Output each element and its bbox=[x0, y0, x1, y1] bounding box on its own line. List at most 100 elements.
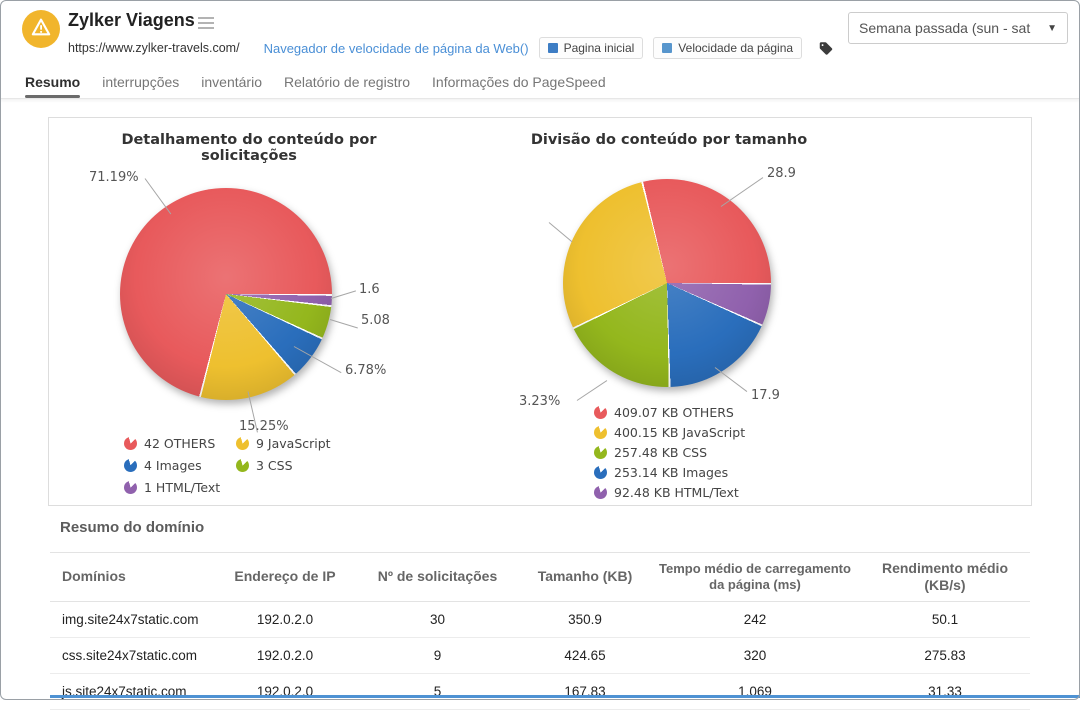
callout-line bbox=[331, 290, 356, 299]
cell-size: 167.83 bbox=[520, 673, 650, 709]
legend-item[interactable]: 92.48 KB HTML/Text bbox=[594, 485, 745, 500]
table-row: css.site24x7static.com 192.0.2.0 9 424.6… bbox=[50, 637, 1030, 673]
legend-label: 42 OTHERS bbox=[144, 436, 215, 451]
pie-slice-icon bbox=[594, 446, 607, 459]
menu-icon[interactable] bbox=[198, 17, 214, 29]
legend-item[interactable]: 3 CSS bbox=[236, 458, 376, 473]
tab-informacoes-pagespeed[interactable]: Informações do PageSpeed bbox=[432, 66, 606, 98]
monitor-warning-avatar bbox=[22, 10, 60, 48]
legend-item[interactable]: 409.07 KB OTHERS bbox=[594, 405, 745, 420]
cell-load-time: 1,069 bbox=[650, 673, 860, 709]
badge-velocidade-pagina[interactable]: Velocidade da página bbox=[653, 37, 802, 59]
pie-chart-size[interactable] bbox=[563, 179, 771, 387]
table-header-row: Domínios Endereço de IP Nº de solicitaçõ… bbox=[50, 553, 1030, 602]
chevron-down-icon: ▼ bbox=[1047, 23, 1057, 34]
blue-square-icon bbox=[548, 43, 558, 53]
legend-label: 253.14 KB Images bbox=[614, 465, 728, 480]
pie-slice-icon bbox=[236, 437, 249, 450]
callout-line bbox=[145, 178, 172, 214]
cell-domain: js.site24x7static.com bbox=[50, 673, 215, 709]
col-tamanho-kb: Tamanho (KB) bbox=[520, 553, 650, 602]
callout-label: 17.9 bbox=[751, 388, 780, 403]
blue-square-icon bbox=[662, 43, 672, 53]
col-num-solicitacoes: Nº de solicitações bbox=[355, 553, 520, 602]
legend-item[interactable]: 42 OTHERS bbox=[124, 436, 236, 451]
tab-inventario[interactable]: inventário bbox=[201, 66, 262, 98]
callout-label: 15.25% bbox=[239, 419, 289, 434]
legend-item[interactable]: 1 HTML/Text bbox=[124, 480, 236, 495]
cell-throughput: 31.33 bbox=[860, 673, 1030, 709]
scroll-cutoff-row-edge bbox=[50, 695, 1080, 698]
chart-title-size: Divisão do conteúdo por tamanho bbox=[529, 132, 809, 148]
cell-ip: 192.0.2.0 bbox=[215, 601, 355, 637]
badge-label: Velocidade da página bbox=[678, 41, 793, 55]
cell-requests: 5 bbox=[355, 673, 520, 709]
monitor-url: https://www.zylker-travels.com/ bbox=[68, 41, 240, 55]
legend-label: 409.07 KB OTHERS bbox=[614, 405, 734, 420]
callout-label: 1.6 bbox=[359, 282, 380, 297]
callout-line bbox=[715, 367, 748, 392]
pie-chart-requests[interactable] bbox=[120, 188, 332, 400]
callout-line bbox=[577, 380, 608, 401]
cell-load-time: 242 bbox=[650, 601, 860, 637]
legend-size: 409.07 KB OTHERS 400.15 KB JavaScript 25… bbox=[594, 405, 745, 500]
col-tempo-medio: Tempo médio de carregamento da página (m… bbox=[650, 553, 860, 602]
callout-label: 28.9 bbox=[767, 166, 796, 181]
badge-pagina-inicial[interactable]: Pagina inicial bbox=[539, 37, 644, 59]
legend-label: 1 HTML/Text bbox=[144, 480, 220, 495]
callout-line bbox=[330, 319, 358, 328]
period-dropdown-value: Semana passada (sun - sat bbox=[859, 20, 1047, 36]
callout-label: 6.78% bbox=[345, 363, 386, 378]
tag-icon[interactable] bbox=[818, 41, 834, 56]
cell-throughput: 275.83 bbox=[860, 637, 1030, 673]
cell-ip: 192.0.2.0 bbox=[215, 673, 355, 709]
callout-label: 71.19% bbox=[89, 170, 139, 185]
tab-relatorio-de-registro[interactable]: Relatório de registro bbox=[284, 66, 410, 98]
charts-panel: Detalhamento do conteúdo por solicitaçõe… bbox=[48, 117, 1032, 506]
legend-item[interactable]: 400.15 KB JavaScript bbox=[594, 425, 745, 440]
tab-bar: Resumo interrupções inventário Relatório… bbox=[0, 66, 1080, 99]
legend-label: 92.48 KB HTML/Text bbox=[614, 485, 739, 500]
legend-label: 400.15 KB JavaScript bbox=[614, 425, 745, 440]
pie-slice-icon bbox=[594, 486, 607, 499]
tab-interrupcoes[interactable]: interrupções bbox=[102, 66, 179, 98]
pie-slice-icon bbox=[124, 459, 137, 472]
chart-title-requests: Detalhamento do conteúdo por solicitaçõe… bbox=[79, 132, 419, 164]
cell-load-time: 320 bbox=[650, 637, 860, 673]
callout-line bbox=[721, 177, 764, 207]
legend-item[interactable]: 253.14 KB Images bbox=[594, 465, 745, 480]
col-rendimento-medio: Rendimento médio (KB/s) bbox=[860, 553, 1030, 602]
pie-slice-icon bbox=[594, 426, 607, 439]
period-dropdown[interactable]: Semana passada (sun - sat ▼ bbox=[848, 12, 1068, 44]
legend-requests: 42 OTHERS 9 JavaScript 4 Images 3 CSS 1 … bbox=[124, 436, 376, 495]
cell-size: 424.65 bbox=[520, 637, 650, 673]
cell-requests: 9 bbox=[355, 637, 520, 673]
table-row: img.site24x7static.com 192.0.2.0 30 350.… bbox=[50, 601, 1030, 637]
cell-size: 350.9 bbox=[520, 601, 650, 637]
pie-slice-icon bbox=[594, 466, 607, 479]
page-title: Zylker Viagens bbox=[68, 10, 195, 31]
col-endereco-ip: Endereço de IP bbox=[215, 553, 355, 602]
tab-resumo[interactable]: Resumo bbox=[25, 66, 80, 98]
table-row: js.site24x7static.com 192.0.2.0 5 167.83… bbox=[50, 673, 1030, 709]
legend-label: 3 CSS bbox=[256, 458, 293, 473]
pie-slice-icon bbox=[124, 481, 137, 494]
cell-throughput: 50.1 bbox=[860, 601, 1030, 637]
legend-label: 257.48 KB CSS bbox=[614, 445, 707, 460]
web-page-speed-link[interactable]: Navegador de velocidade de página da Web… bbox=[264, 41, 529, 56]
pie-slice-icon bbox=[594, 406, 607, 419]
warning-triangle-icon bbox=[31, 18, 51, 41]
cell-ip: 192.0.2.0 bbox=[215, 637, 355, 673]
legend-item[interactable]: 4 Images bbox=[124, 458, 236, 473]
badge-label: Pagina inicial bbox=[564, 41, 635, 55]
pie-slice-icon bbox=[124, 437, 137, 450]
legend-item[interactable]: 257.48 KB CSS bbox=[594, 445, 745, 460]
callout-label: 5.08 bbox=[361, 313, 390, 328]
pie-slice-icon bbox=[236, 459, 249, 472]
cell-domain: img.site24x7static.com bbox=[50, 601, 215, 637]
callout-label: 3.23% bbox=[519, 394, 560, 409]
legend-label: 4 Images bbox=[144, 458, 202, 473]
cell-domain: css.site24x7static.com bbox=[50, 637, 215, 673]
cell-requests: 30 bbox=[355, 601, 520, 637]
legend-item[interactable]: 9 JavaScript bbox=[236, 436, 376, 451]
